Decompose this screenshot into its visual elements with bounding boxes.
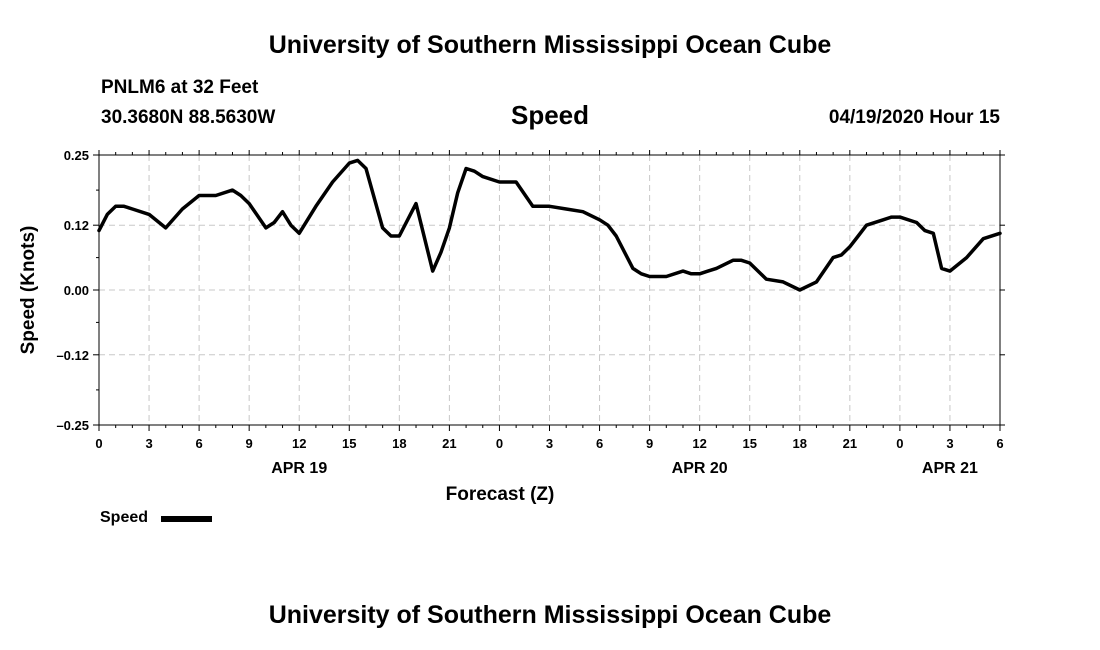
x-tick-label: 21	[442, 436, 456, 451]
y-tick-label: –0.12	[56, 348, 89, 363]
legend-label: Speed	[100, 509, 149, 526]
x-tick-label: 21	[843, 436, 857, 451]
x-tick-label: 15	[342, 436, 356, 451]
x-tick-label: 3	[145, 436, 152, 451]
station-label: PNLM6 at 32 Feet	[101, 77, 259, 98]
x-tick-label: 18	[793, 436, 807, 451]
axes-layer: 0.25 0.12 0.00 –0.12 –0.25 0 3 6 9 12 15 18 21 0 3 6 9 12…	[56, 148, 1005, 477]
x-axis-label: Forecast (Z)	[446, 484, 555, 505]
x-tick-label: 6	[195, 436, 202, 451]
station-coordinates: 30.3680N 88.5630W	[101, 107, 276, 128]
speed-series-line	[97, 158, 1002, 292]
x-tick-label: 9	[246, 436, 253, 451]
x-tick-label: 6	[596, 436, 603, 451]
y-tick-label: 0.00	[64, 283, 89, 298]
y-tick-label: 0.12	[64, 218, 89, 233]
x-tick-label: 6	[996, 436, 1003, 451]
chart-title: Speed	[510, 100, 590, 130]
x-tick-label: 0	[496, 436, 503, 451]
x-tick-label: 3	[546, 436, 553, 451]
x-tick-label: 15	[742, 436, 756, 451]
y-tick-label: –0.25	[56, 418, 89, 433]
legend-line-swatch	[161, 516, 212, 522]
x-tick-label: 9	[646, 436, 653, 451]
series-layer	[97, 158, 1002, 292]
x-tick-label: 0	[95, 436, 102, 451]
y-tick-label: 0.25	[64, 148, 89, 163]
main-title-top: University of Southern Mississippi Ocean…	[268, 31, 832, 59]
date-label: APR 19	[271, 460, 327, 477]
grid-layer	[99, 155, 1000, 425]
date-label: APR 21	[922, 460, 978, 477]
x-tick-label: 12	[692, 436, 706, 451]
x-tick-label: 12	[292, 436, 306, 451]
date-label: APR 20	[672, 460, 728, 477]
y-axis-label: Speed (Knots)	[18, 226, 39, 355]
forecast-datetime: 04/19/2020 Hour 15	[828, 107, 1000, 128]
x-tick-label: 3	[946, 436, 953, 451]
x-tick-label: 0	[896, 436, 903, 451]
main-title-bottom: University of Southern Mississippi Ocean…	[268, 601, 832, 629]
x-tick-label: 18	[392, 436, 406, 451]
